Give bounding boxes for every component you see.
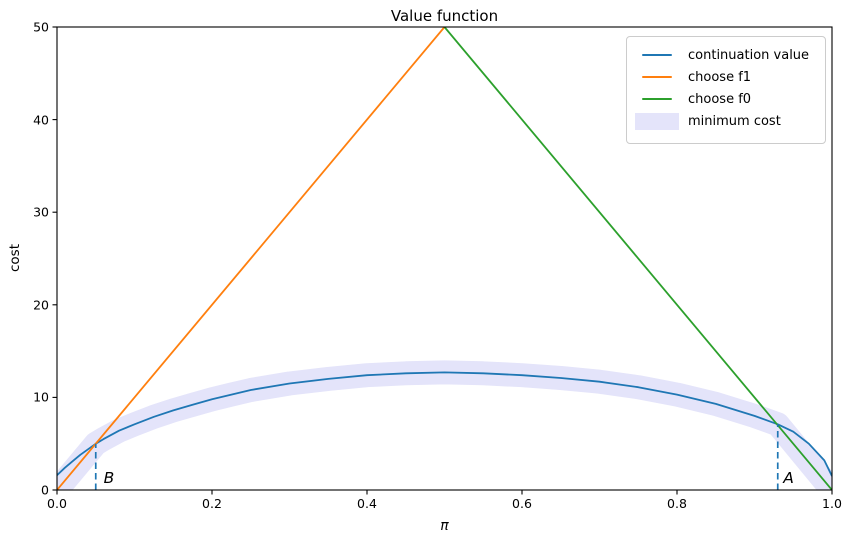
legend-item-choose-f1: choose f1 <box>635 66 825 88</box>
legend-label: choose f0 <box>688 91 752 107</box>
x-tick-label: 0.4 <box>357 496 377 511</box>
legend-line-swatch <box>642 75 672 79</box>
annotation-label-A: A <box>783 468 794 487</box>
legend-line-swatch <box>642 53 672 57</box>
y-tick-label: 0 <box>41 482 49 498</box>
chart-title: Value function <box>390 7 499 25</box>
x-tick-label: 0.8 <box>667 496 687 511</box>
x-tick-label: 0.6 <box>512 496 532 511</box>
minimum-cost-band <box>57 360 832 490</box>
legend-label: choose f1 <box>688 69 752 85</box>
legend-line-swatch <box>642 97 672 101</box>
x-tick-label: 0.2 <box>202 496 222 511</box>
y-axis-label: cost <box>7 243 23 273</box>
x-tick-label: 1.0 <box>822 496 842 511</box>
legend-patch-swatch <box>635 112 679 130</box>
x-axis-label: π <box>440 518 449 534</box>
y-tick-label: 30 <box>33 204 49 220</box>
y-tick-label: 50 <box>33 19 49 35</box>
x-tick-label: 0.0 <box>47 496 67 511</box>
y-tick-label: 20 <box>33 297 49 313</box>
legend-item-minimum-cost: minimum cost <box>635 110 825 132</box>
legend-label: minimum cost <box>688 113 781 129</box>
series-line-choose-f0 <box>443 27 832 490</box>
axes-frame <box>56 26 833 491</box>
y-tick-label: 10 <box>33 389 49 405</box>
legend: continuation value choose f1 choose f0 m… <box>626 36 826 144</box>
series-line-continuation-value <box>57 371 832 477</box>
annotation-label-B: B <box>103 468 115 487</box>
y-tick-label: 40 <box>33 112 49 128</box>
legend-item-continuation-value: continuation value <box>635 44 825 66</box>
legend-item-choose-f0: choose f0 <box>635 88 825 110</box>
legend-label: continuation value <box>688 47 810 63</box>
series-line-choose-f1 <box>57 27 446 490</box>
